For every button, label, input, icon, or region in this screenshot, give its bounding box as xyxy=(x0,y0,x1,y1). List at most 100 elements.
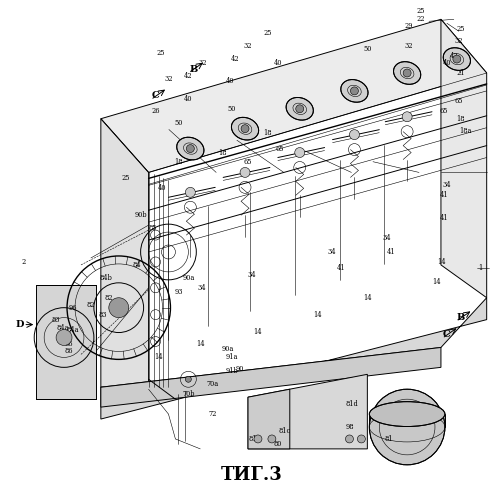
Text: 14: 14 xyxy=(438,258,446,266)
Text: 90b: 90b xyxy=(134,211,147,219)
Text: D: D xyxy=(15,320,24,329)
Circle shape xyxy=(241,124,249,132)
Text: 14: 14 xyxy=(433,278,441,286)
Text: 25: 25 xyxy=(121,174,130,182)
Text: 81a: 81a xyxy=(405,417,417,425)
Text: 34: 34 xyxy=(247,271,257,279)
Text: 26: 26 xyxy=(151,107,160,115)
Text: B: B xyxy=(457,313,465,322)
Polygon shape xyxy=(101,298,487,419)
Text: 25: 25 xyxy=(457,25,465,33)
Circle shape xyxy=(346,435,354,443)
Circle shape xyxy=(240,168,250,177)
Circle shape xyxy=(268,435,276,443)
Polygon shape xyxy=(101,348,441,407)
Text: 18: 18 xyxy=(264,128,272,136)
Text: 18: 18 xyxy=(218,148,226,156)
Circle shape xyxy=(403,69,411,77)
Polygon shape xyxy=(101,118,148,387)
Text: 32: 32 xyxy=(405,42,413,50)
Circle shape xyxy=(402,112,412,122)
Text: 91a: 91a xyxy=(226,354,238,362)
Ellipse shape xyxy=(393,62,421,84)
Text: C: C xyxy=(152,92,159,100)
Text: 65: 65 xyxy=(276,144,284,152)
Text: 84b: 84b xyxy=(100,274,112,282)
Polygon shape xyxy=(248,374,367,449)
Text: 2: 2 xyxy=(21,258,25,266)
Text: 65: 65 xyxy=(455,97,463,105)
Text: 81c: 81c xyxy=(279,427,291,435)
Text: 1: 1 xyxy=(478,264,483,272)
Text: 90a: 90a xyxy=(222,346,234,354)
Text: 32: 32 xyxy=(198,59,207,67)
Text: 80: 80 xyxy=(274,440,282,448)
Text: 42: 42 xyxy=(184,72,193,80)
Text: 32: 32 xyxy=(455,37,463,45)
Text: 40: 40 xyxy=(158,184,167,192)
Text: 14: 14 xyxy=(254,328,262,336)
Text: 90a: 90a xyxy=(182,274,195,282)
Circle shape xyxy=(358,435,365,443)
Polygon shape xyxy=(441,20,487,297)
Text: 72: 72 xyxy=(208,410,216,418)
Text: 83: 83 xyxy=(99,310,107,318)
Text: 14: 14 xyxy=(196,340,205,348)
Circle shape xyxy=(453,55,461,63)
Circle shape xyxy=(350,130,360,140)
Text: 85: 85 xyxy=(148,224,157,232)
Text: 34: 34 xyxy=(383,234,391,242)
Text: 70b: 70b xyxy=(182,390,195,398)
Text: 34: 34 xyxy=(198,284,207,292)
Text: 40: 40 xyxy=(274,59,282,67)
Circle shape xyxy=(56,330,72,345)
Circle shape xyxy=(186,188,195,198)
Text: 82: 82 xyxy=(87,300,95,308)
Text: 86: 86 xyxy=(65,340,73,348)
Text: 22: 22 xyxy=(417,16,426,24)
Text: 41: 41 xyxy=(337,264,346,272)
Text: 91b: 91b xyxy=(226,368,238,376)
Text: 82: 82 xyxy=(105,294,113,302)
Text: 93: 93 xyxy=(174,288,183,296)
Text: C: C xyxy=(443,330,451,339)
Text: 41: 41 xyxy=(440,192,448,200)
Polygon shape xyxy=(36,285,96,399)
Polygon shape xyxy=(248,389,290,449)
Text: 42: 42 xyxy=(450,52,458,60)
Text: 84: 84 xyxy=(132,261,141,269)
Text: 32: 32 xyxy=(164,75,173,83)
Ellipse shape xyxy=(443,48,470,70)
Text: 98: 98 xyxy=(345,423,354,431)
Text: 18a: 18a xyxy=(460,126,472,134)
Text: 84a: 84a xyxy=(67,326,79,334)
Text: 40: 40 xyxy=(443,59,451,67)
Text: 81b: 81b xyxy=(248,435,262,443)
Text: 21: 21 xyxy=(457,69,465,77)
Text: 81d: 81d xyxy=(345,400,358,408)
Text: 34: 34 xyxy=(327,248,336,256)
Text: 34: 34 xyxy=(443,182,451,190)
Ellipse shape xyxy=(369,402,445,426)
Ellipse shape xyxy=(231,118,259,140)
Text: 83: 83 xyxy=(52,316,60,324)
Ellipse shape xyxy=(286,98,313,120)
Text: 14: 14 xyxy=(363,294,372,302)
Text: 25: 25 xyxy=(156,49,165,57)
Text: ΤИГ.3: ΤИГ.3 xyxy=(221,466,283,483)
Text: 41: 41 xyxy=(440,214,448,222)
Text: 14: 14 xyxy=(313,310,322,318)
Text: 41: 41 xyxy=(387,248,395,256)
Circle shape xyxy=(186,376,191,382)
Circle shape xyxy=(187,144,194,152)
Text: 25: 25 xyxy=(417,8,426,16)
Text: 96: 96 xyxy=(69,304,77,312)
Text: 65: 65 xyxy=(244,158,253,166)
Text: 40: 40 xyxy=(226,77,234,85)
Text: 32: 32 xyxy=(244,42,253,50)
Text: 18: 18 xyxy=(457,114,465,122)
Circle shape xyxy=(351,87,359,95)
Text: 42: 42 xyxy=(231,55,239,63)
Text: 40: 40 xyxy=(184,95,193,103)
Text: 65: 65 xyxy=(440,107,448,115)
